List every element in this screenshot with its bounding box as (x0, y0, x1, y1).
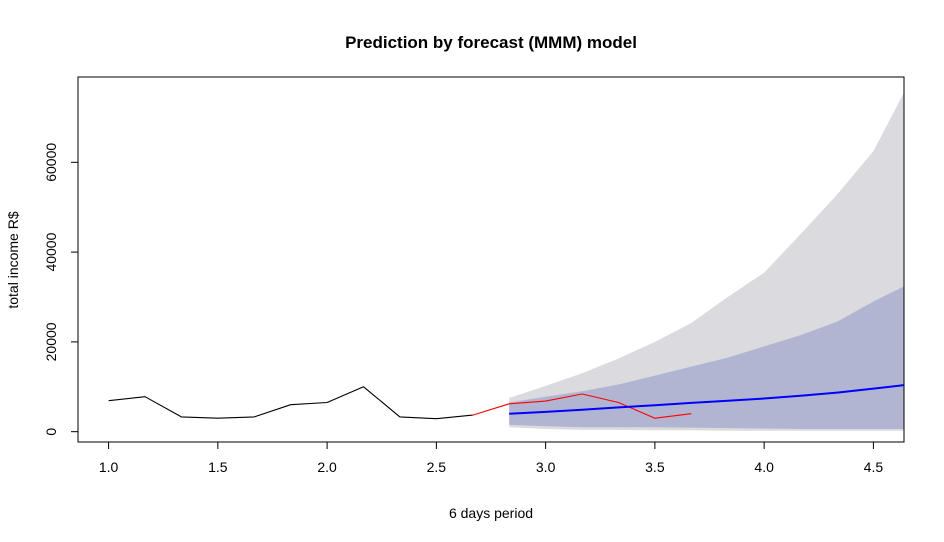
actual_test-line (472, 393, 692, 419)
y-tick-label: 0 (43, 428, 59, 436)
x-tick-label: 2.0 (317, 459, 337, 475)
chart-title: Prediction by forecast (MMM) model (345, 33, 637, 52)
y-tick-label: 20000 (43, 322, 59, 361)
x-tick-label: 4.0 (754, 459, 774, 475)
x-axis: 1.0 1.5 2.0 2.5 3.0 3.5 4.0 4.5 (99, 442, 883, 475)
x-axis-label: 6 days period (449, 505, 533, 521)
plot-area (108, 92, 904, 431)
y-axis: 0 20000 40000 60000 (43, 143, 78, 436)
x-tick-label: 3.5 (645, 459, 665, 475)
observed-line (108, 386, 473, 420)
y-axis-label: total income R$ (5, 211, 21, 308)
x-tick-label: 3.0 (536, 459, 556, 475)
forecast-line (509, 384, 904, 415)
series-lines (108, 384, 904, 420)
plot-frame (77, 76, 905, 443)
x-tick-label: 4.5 (864, 459, 884, 475)
x-tick-label: 1.5 (208, 459, 228, 475)
confidence-bands (509, 92, 904, 431)
band80-area (509, 286, 904, 429)
x-tick-label: 1.0 (99, 459, 119, 475)
x-tick-label: 2.5 (427, 459, 447, 475)
y-tick-label: 60000 (43, 143, 59, 182)
y-tick-label: 40000 (43, 232, 59, 271)
